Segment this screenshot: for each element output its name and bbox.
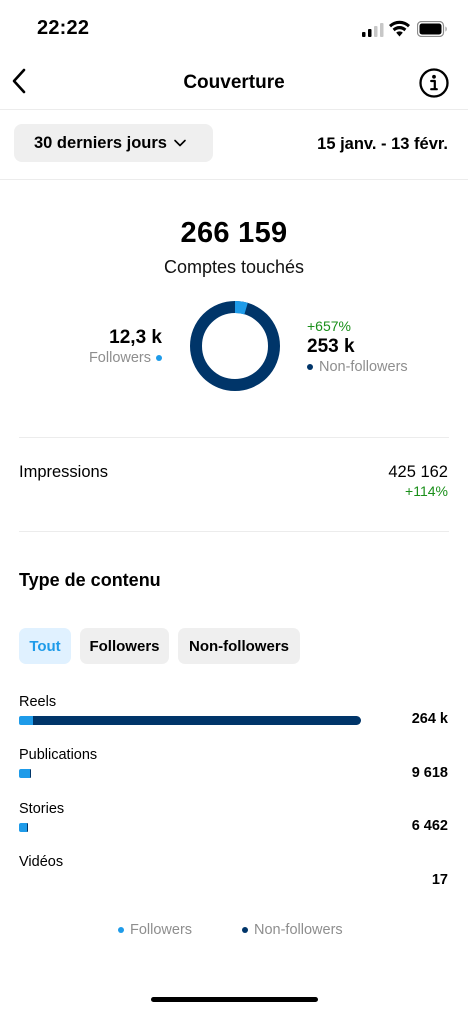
filter-chip-nonfollowers[interactable]: Non-followers (178, 628, 300, 664)
followers-bar (19, 769, 30, 778)
legend-followers-label: Followers (130, 922, 193, 938)
accounts-reached-label: Comptes touchés (163, 257, 305, 277)
divider (19, 437, 449, 438)
content-type-title: Type de contenu (19, 570, 161, 590)
period-bar: 30 derniers jours 15 janv. - 13 févr. (0, 110, 468, 180)
content-row-label: Reels (19, 694, 57, 710)
donut-followers-arc (190, 301, 280, 391)
impressions-change: +114% (405, 483, 448, 499)
wifi-icon (389, 20, 410, 37)
legend-followers-dot (118, 927, 124, 933)
date-range: 15 janv. - 13 févr. (317, 135, 448, 153)
nonfollowers-bar (32, 716, 361, 725)
accounts-reached-value: 266 159 (180, 217, 288, 249)
info-icon[interactable] (418, 67, 450, 99)
followers-dot (156, 355, 162, 361)
followers-bar (19, 716, 33, 725)
legend-nonfollowers: Non-followers (242, 922, 343, 938)
nonfollowers-label: Non-followers (307, 359, 408, 375)
impressions-label: Impressions (19, 463, 108, 481)
followers-value: 12,3 k (109, 327, 162, 348)
content-row-value: 264 k (411, 711, 448, 727)
followers-label: Followers (89, 350, 162, 366)
nonfollowers-label-text: Non-followers (319, 359, 408, 375)
followers-bar (19, 823, 28, 832)
home-indicator[interactable] (151, 997, 318, 1002)
nonfollowers-bar (27, 823, 28, 832)
chevron-down-icon (174, 139, 186, 147)
divider (19, 531, 449, 532)
nonfollowers-dot (307, 364, 313, 370)
donut-nonfollowers-ring (190, 301, 280, 391)
content-row-value: 6 462 (411, 818, 448, 834)
nonfollowers-value: 253 k (307, 336, 355, 357)
legend-nonfollowers-dot (242, 927, 248, 933)
period-dropdown[interactable]: 30 derniers jours (14, 124, 213, 162)
reach-donut-chart (190, 301, 280, 391)
status-bar: 22:22 (0, 0, 468, 56)
status-time: 22:22 (37, 17, 90, 39)
impressions-value: 425 162 (388, 463, 448, 481)
legend-nonfollowers-label: Non-followers (254, 922, 343, 938)
followers-label-text: Followers (88, 350, 151, 366)
back-chevron-icon[interactable] (8, 66, 32, 96)
content-row-label: Vidéos (19, 854, 64, 870)
content-row-value: 9 618 (411, 765, 448, 781)
content-row-label: Publications (19, 747, 98, 763)
content-row-label: Stories (19, 801, 65, 817)
header: Couverture (0, 56, 468, 110)
filter-chip-followers[interactable]: Followers (80, 628, 169, 664)
nonfollowers-bar (29, 769, 32, 778)
period-dropdown-label: 30 derniers jours (34, 133, 167, 152)
legend-followers: Followers (118, 922, 192, 938)
content-row-value: 17 (431, 872, 448, 888)
signal-icon (362, 23, 384, 37)
page-title: Couverture (183, 72, 285, 93)
nonfollowers-change: +657% (307, 318, 351, 334)
filter-chip-all[interactable]: Tout (19, 628, 71, 664)
battery-icon (417, 21, 447, 37)
